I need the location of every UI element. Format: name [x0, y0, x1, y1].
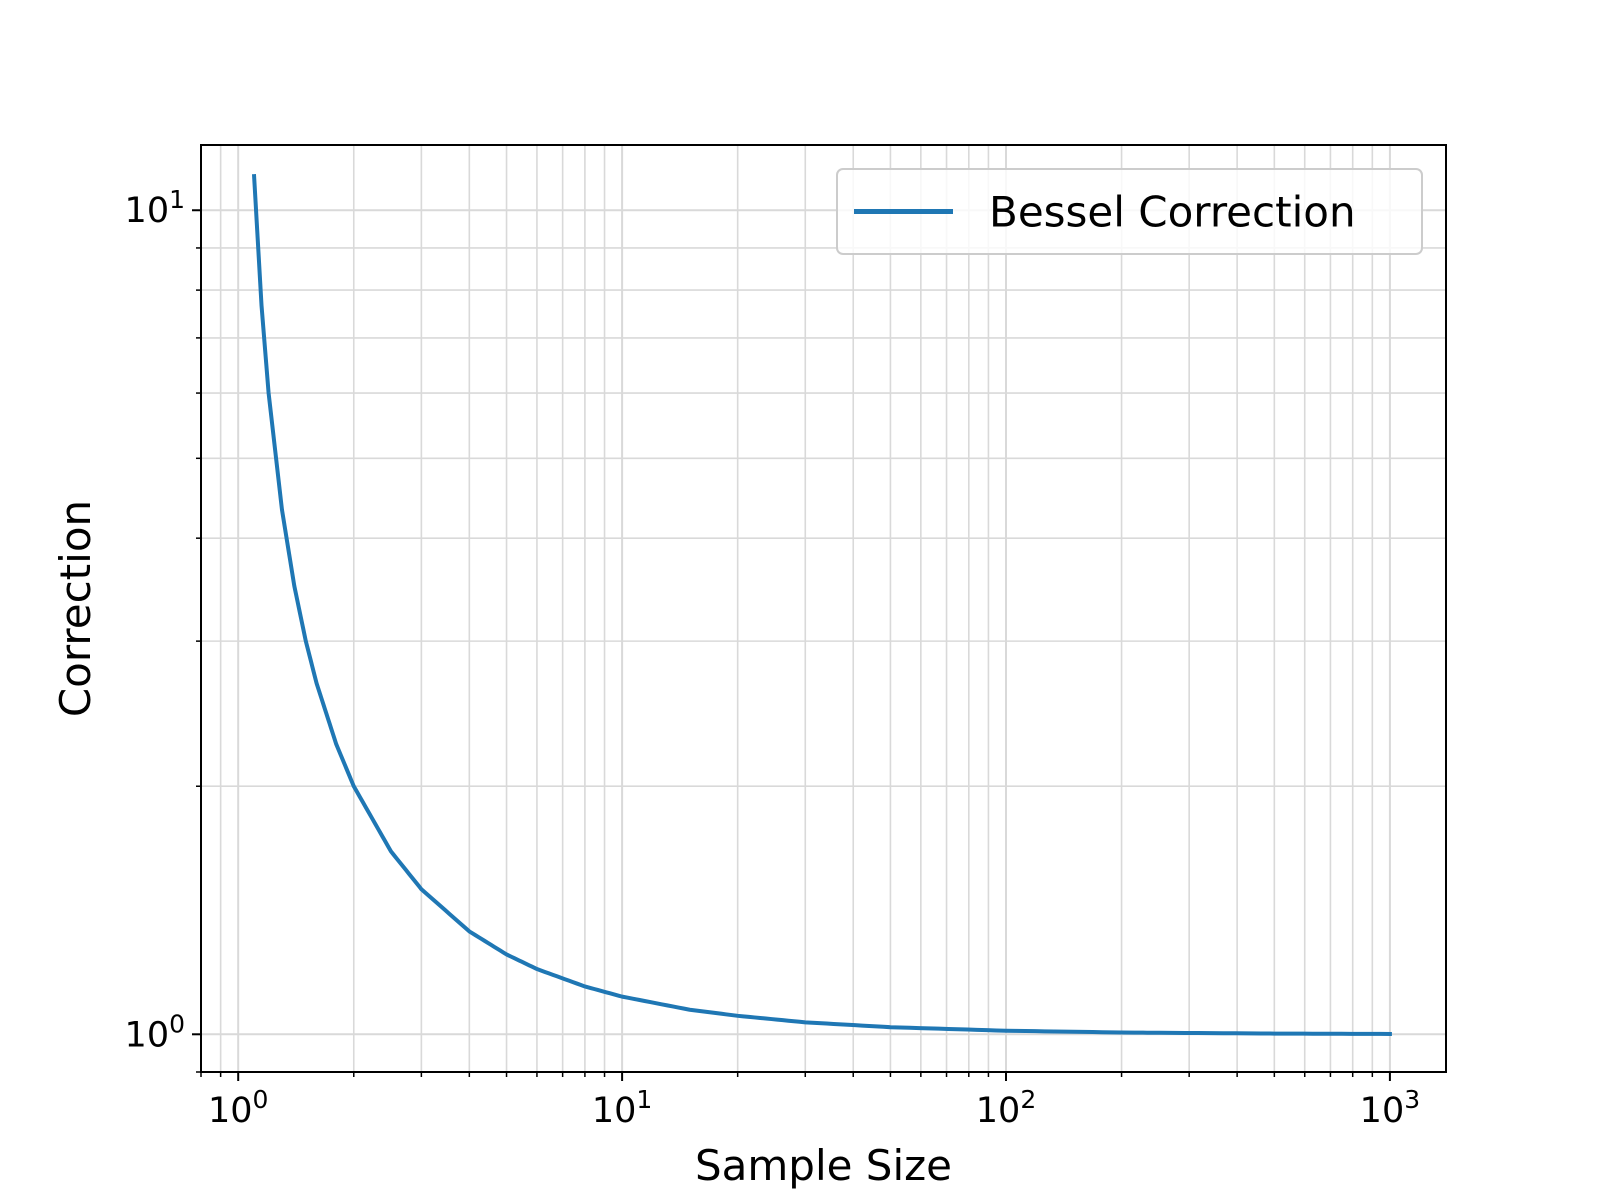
x-tick-label: 101 [592, 1085, 652, 1131]
legend-label: Bessel Correction [989, 188, 1356, 237]
axis-ticks: 100 101 102 103 100 101 [125, 185, 1421, 1131]
y-tick-label: 101 [125, 185, 185, 231]
legend: Bessel Correction [836, 168, 1423, 255]
x-tick-label: 100 [208, 1085, 268, 1131]
x-tick-label: 102 [976, 1085, 1036, 1131]
x-tick-label: 103 [1360, 1085, 1420, 1131]
y-tick-label: 100 [125, 1009, 185, 1055]
series-line-0 [251, 174, 1392, 1036]
plot-area-frame [200, 144, 1447, 1073]
grid-lines [200, 145, 1446, 1073]
x-axis-label: Sample Size [695, 1141, 952, 1190]
legend-box [836, 168, 1423, 255]
series-layer [251, 174, 1392, 1036]
y-axis-label: Correction [51, 500, 100, 717]
